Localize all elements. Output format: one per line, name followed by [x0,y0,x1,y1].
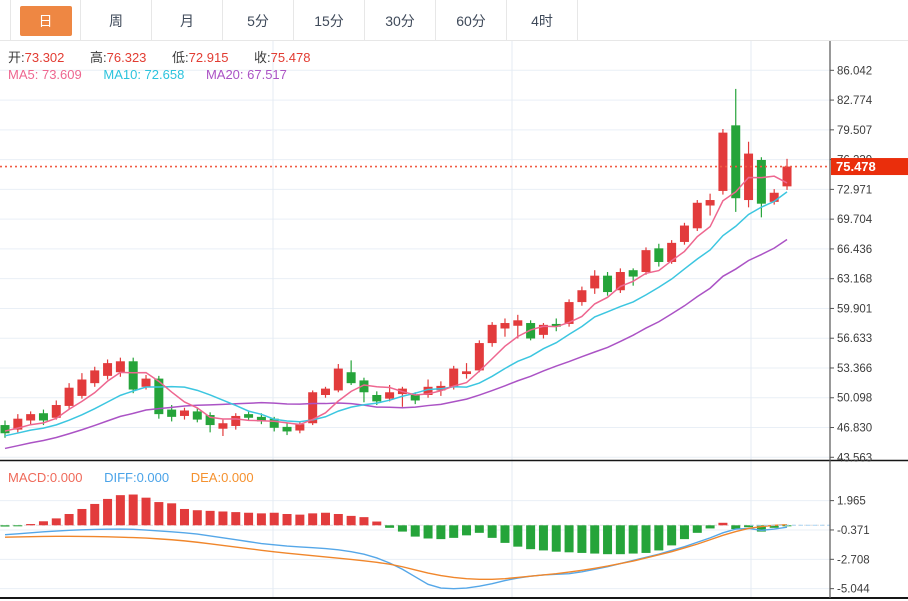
axis-tick-label: 63.168 [837,274,872,286]
tab-15分[interactable]: 15分 [294,0,365,41]
macd-histogram [0,494,792,555]
ma5-line [4,175,788,432]
open-pair: 开:73.302 [8,50,64,65]
tab-60分[interactable]: 60分 [436,0,507,41]
tab-label: 60分 [456,12,486,29]
axis-tick-label: 86.042 [837,65,872,77]
ma20-value: 67.517 [247,67,287,82]
tab-label: 日 [19,5,72,36]
diff-pair: DIFF:0.000 [104,470,169,485]
macd-header: MACD:0.000 DIFF:0.000 DEA:0.000 [8,470,276,485]
tab-5分[interactable]: 5分 [223,0,294,41]
ma20-pair: MA20: 67.517 [206,67,287,82]
ma5-pair: MA5: 73.609 [8,67,82,82]
axes: 86.04282.77479.50776.23972.97169.70466.4… [0,41,908,599]
tab-label: 4时 [531,12,553,29]
diff-value: 0.000 [136,470,170,485]
tab-label: 月 [180,12,194,29]
high-value: 76.323 [106,50,147,65]
low-pair: 低:72.915 [172,50,228,65]
ma-lines [4,175,788,450]
axis-tick-label: 46.830 [837,423,872,435]
tab-label: 5分 [247,12,269,29]
close-pair: 收:75.478 [254,50,310,65]
axis-tick-label: 69.704 [837,214,873,226]
last-price-tag: 75.478 [831,158,908,176]
macd-label: MACD: [8,470,50,485]
macd-value: 0.000 [49,470,83,485]
ohlc-header: 开:73.302 高:76.323 低:72.915 收:75.478 [8,47,332,66]
axis-tick-label: 66.436 [837,244,872,256]
ma-header: MA5: 73.609 MA10: 72.658 MA20: 67.517 [8,67,309,82]
axis-tick-label: 72.971 [837,184,872,196]
close-label: 收: [254,50,271,65]
open-label: 开: [8,50,25,65]
tab-label: 30分 [385,12,415,29]
high-label: 高: [90,50,107,65]
axis-tick-label: -0.371 [837,525,870,537]
ma20-line [4,238,788,450]
ma20-label: MA20: [205,67,248,82]
dea-line [4,523,788,581]
low-label: 低: [172,50,189,65]
open-value: 73.302 [24,50,65,65]
axis-tick-label: -5.044 [837,584,870,596]
axis-tick-label: 43.563 [837,452,872,464]
macd-pair: MACD:0.000 [8,470,82,485]
tab-30分[interactable]: 30分 [365,0,436,41]
ma10-label: MA10: [103,67,145,82]
axis-tick-label: 56.633 [837,333,872,345]
ma5-label: MA5: [8,67,42,82]
axis-tick-label: 59.901 [837,303,872,315]
price-tag-bg [831,158,908,176]
dea-pair: DEA:0.000 [191,470,254,485]
ma5-value: 73.609 [41,67,82,82]
axis-tick-label: 82.774 [837,95,873,107]
ma10-value: 72.658 [144,67,185,82]
tab-4时[interactable]: 4时 [507,0,578,41]
tab-label: 15分 [314,12,344,29]
tab-日[interactable]: 日 [10,0,81,41]
macd-lines [4,523,830,590]
tab-月[interactable]: 月 [152,0,223,41]
last-price-tag-value: 75.478 [836,159,876,174]
high-pair: 高:76.323 [90,50,146,65]
tab-周[interactable]: 周 [81,0,152,41]
axis-tick-label: -2.708 [837,554,870,566]
axis-tick-label: 79.507 [837,125,872,137]
tab-bar: 日 周 月 5分 15分 30分 60分 4时 [0,0,908,41]
tab-label: 周 [109,12,123,29]
dea-label: DEA: [190,470,222,485]
candles-layer [0,88,792,438]
ma10-line [4,191,788,437]
ma10-pair: MA10: 72.658 [103,67,184,82]
low-value: 72.915 [188,50,229,65]
close-value: 75.478 [270,50,311,65]
axis-tick-label: 50.098 [837,393,872,405]
axis-tick-label: 53.366 [837,363,872,375]
axis-tick-label: 1.965 [837,496,866,508]
gridlines [0,41,830,598]
diff-label: DIFF: [104,470,137,485]
dea-value: 0.000 [221,470,254,485]
